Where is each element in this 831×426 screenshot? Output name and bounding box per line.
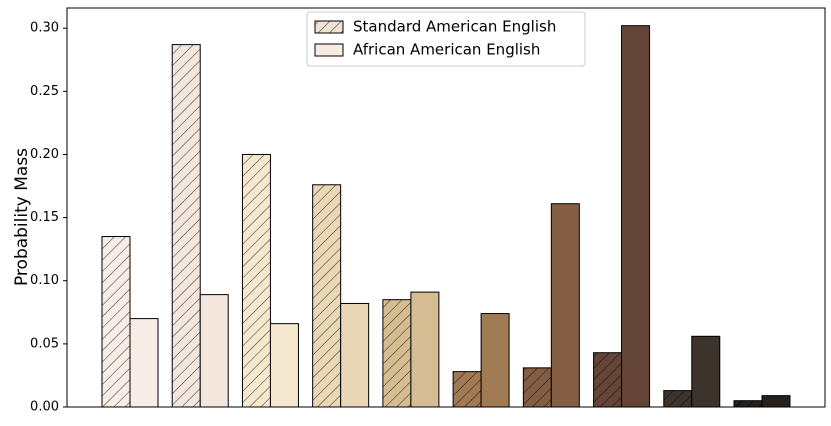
bar-hatch xyxy=(593,352,622,407)
bar-hatch xyxy=(734,400,762,407)
legend-label: African American English xyxy=(353,41,540,59)
bar-hatch xyxy=(242,154,271,407)
bar-hatch xyxy=(312,184,341,407)
bar xyxy=(340,302,370,408)
bar xyxy=(621,25,651,408)
bar-hatch xyxy=(172,44,201,407)
bar xyxy=(269,323,299,408)
y-tick-label: 0.10 xyxy=(30,273,59,288)
bar-hatch xyxy=(382,299,411,407)
plot-frame xyxy=(66,7,826,408)
bar xyxy=(550,203,580,408)
legend-label: Standard American English xyxy=(353,18,556,36)
y-tick-label: 0.00 xyxy=(30,400,59,415)
bar-hatch xyxy=(663,390,692,407)
y-tick-label: 0.15 xyxy=(30,210,59,225)
bar xyxy=(410,291,440,408)
bar-hatch xyxy=(453,371,482,407)
legend-box xyxy=(306,11,586,67)
bar xyxy=(480,313,510,408)
bar xyxy=(199,294,229,408)
y-axis-label: Probability Mass xyxy=(12,148,32,286)
bar xyxy=(691,335,721,408)
bar-hatch xyxy=(523,367,552,407)
y-tick-label: 0.05 xyxy=(30,336,59,351)
y-tick-label: 0.20 xyxy=(30,147,59,162)
legend-swatch-hatch xyxy=(315,21,343,33)
y-tick-label: 0.25 xyxy=(30,84,59,99)
bar xyxy=(761,395,791,408)
bar-hatch xyxy=(102,236,130,407)
legend-swatch xyxy=(314,43,344,57)
bar xyxy=(129,318,159,408)
y-tick-label: 0.30 xyxy=(30,21,59,36)
